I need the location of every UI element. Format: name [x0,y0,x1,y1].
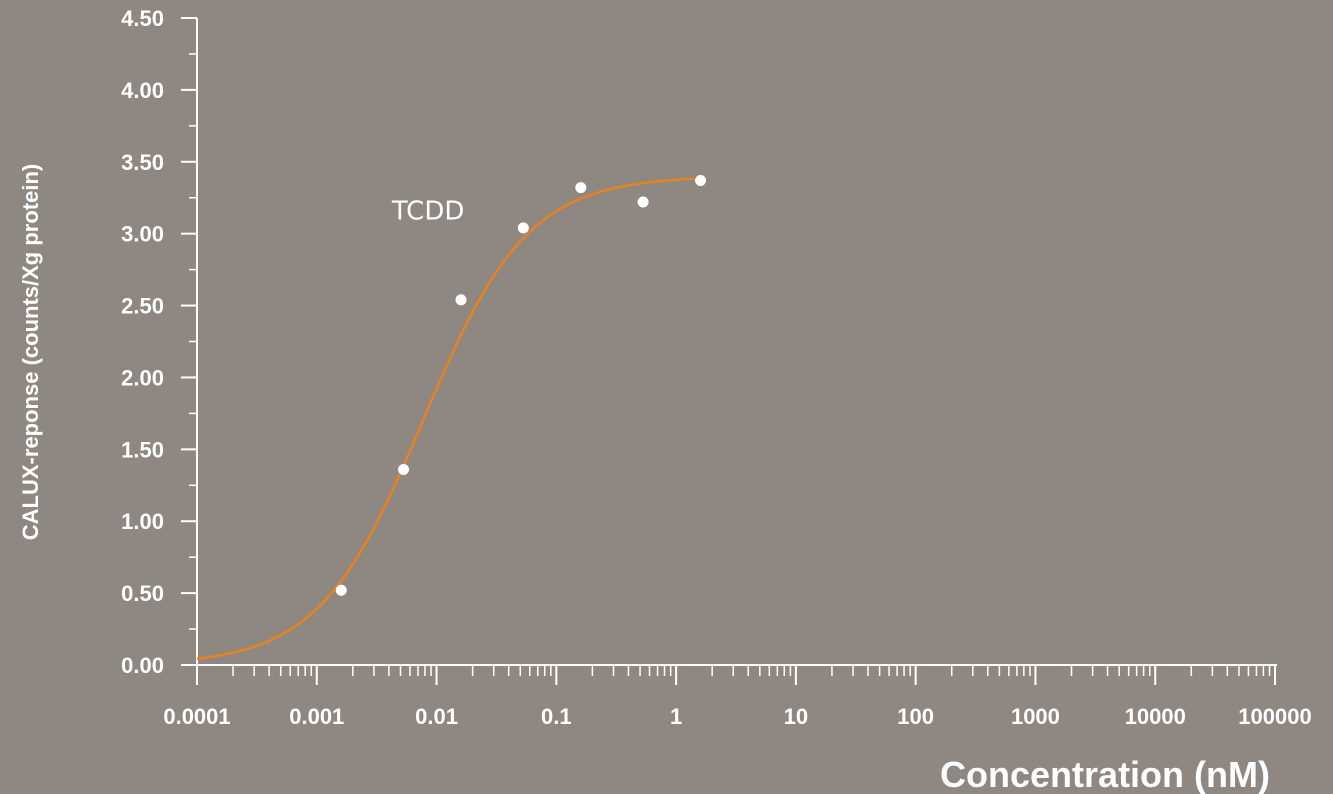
y-tick-label: 3.00 [121,222,164,247]
y-tick-label: 0.00 [121,653,164,678]
y-axis-title: CALUX-reponse (counts/Xg protein) [18,164,43,540]
y-tick-label: 1.50 [121,437,164,462]
y-tick-label: 2.00 [121,365,164,390]
series-annotation: TCDD [391,196,465,226]
data-point [637,196,649,208]
x-tick-label: 1000 [1011,704,1060,729]
x-axis-ticks [196,665,1276,685]
x-tick-label: 10000 [1125,704,1186,729]
fit-curve [196,177,701,660]
y-tick-label: 1.00 [121,509,164,534]
y-tick-label: 4.00 [121,78,164,103]
data-points [335,174,707,596]
x-tick-label: 100000 [1238,704,1311,729]
data-point [455,294,467,306]
y-tick-label: 4.50 [121,6,164,31]
data-point [517,222,529,234]
y-axis-ticks [181,17,197,666]
x-axis-tick-labels: 0.0001 0.001 0.01 0.1 1 10 100 1000 10000 100000 [163,704,1311,729]
y-axis-tick-labels: 0.00 0.50 1.00 1.50 2.00 2.50 3.00 3.50 4.00 4.50 [121,6,164,678]
x-tick-label: 0.01 [415,704,458,729]
data-point [398,463,410,475]
x-tick-label: 0.1 [541,704,572,729]
y-tick-label: 0.50 [121,581,164,606]
x-tick-label: 0.0001 [163,704,230,729]
data-point [335,584,347,596]
x-tick-label: 0.001 [289,704,344,729]
x-tick-label: 100 [897,704,934,729]
x-axis-title: Concentration (nM) [940,754,1270,794]
data-point [575,182,587,194]
y-tick-label: 2.50 [121,294,164,319]
x-tick-label: 1 [670,704,682,729]
y-tick-label: 3.50 [121,150,164,175]
x-tick-label: 10 [784,704,808,729]
data-point [695,174,707,186]
